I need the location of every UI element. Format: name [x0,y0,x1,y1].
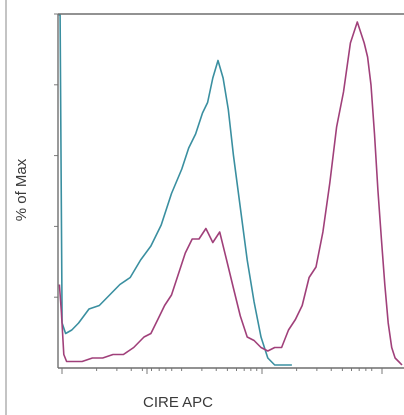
series-layer [58,14,403,366]
histogram-series-1 [58,14,292,366]
y-axis-label: % of Max [13,158,30,221]
tick-layer [54,13,383,374]
x-axis-label: CIRE APC [143,394,213,411]
histogram-series-2 [58,21,403,366]
